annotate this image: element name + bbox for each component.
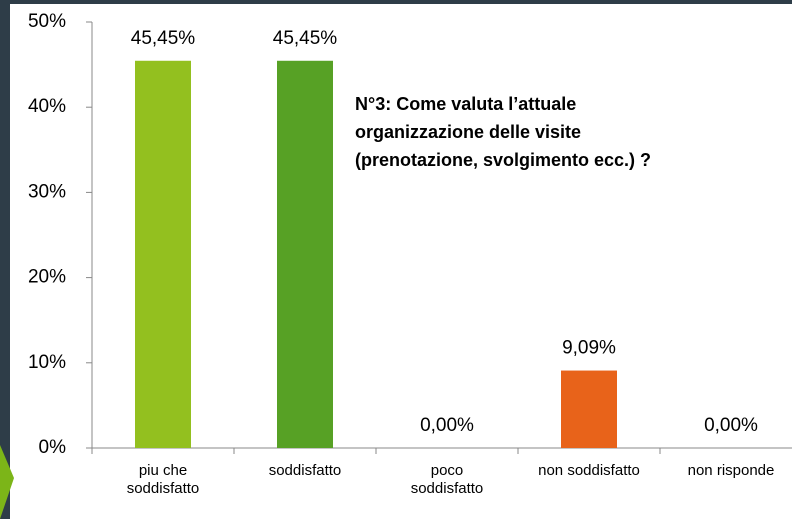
- value-label: 0,00%: [420, 415, 474, 436]
- y-tick-label: 20%: [28, 267, 66, 288]
- top-strip: [0, 0, 792, 4]
- y-tick-label: 50%: [28, 11, 66, 32]
- bar: [277, 60, 333, 449]
- left-strip: [0, 0, 10, 519]
- value-label: 0,00%: [704, 415, 758, 436]
- bar: [135, 60, 191, 449]
- y-tick-label: 30%: [28, 181, 66, 202]
- chart-title: (prenotazione, svolgimento ecc.) ?: [355, 150, 651, 170]
- y-tick-label: 0%: [39, 437, 67, 458]
- y-tick-label: 40%: [28, 96, 66, 117]
- x-tick-label: non risponde: [687, 462, 775, 479]
- chart-title: N°3: Come valuta l’attuale: [355, 94, 576, 114]
- x-tick-label: non soddisfatto: [538, 462, 640, 479]
- x-tick-label: poco soddisfatto: [410, 462, 484, 497]
- x-tick-label: soddisfatto: [268, 462, 342, 479]
- chart-title: organizzazione delle visite: [355, 122, 581, 142]
- y-tick-label: 10%: [28, 352, 66, 373]
- x-tick-label: piu che soddisfatto: [126, 462, 200, 497]
- value-label: 45,45%: [131, 28, 196, 49]
- value-label: 45,45%: [273, 28, 338, 49]
- decor-triangle: [0, 445, 14, 519]
- bar: [561, 370, 617, 448]
- value-label: 9,09%: [562, 338, 616, 359]
